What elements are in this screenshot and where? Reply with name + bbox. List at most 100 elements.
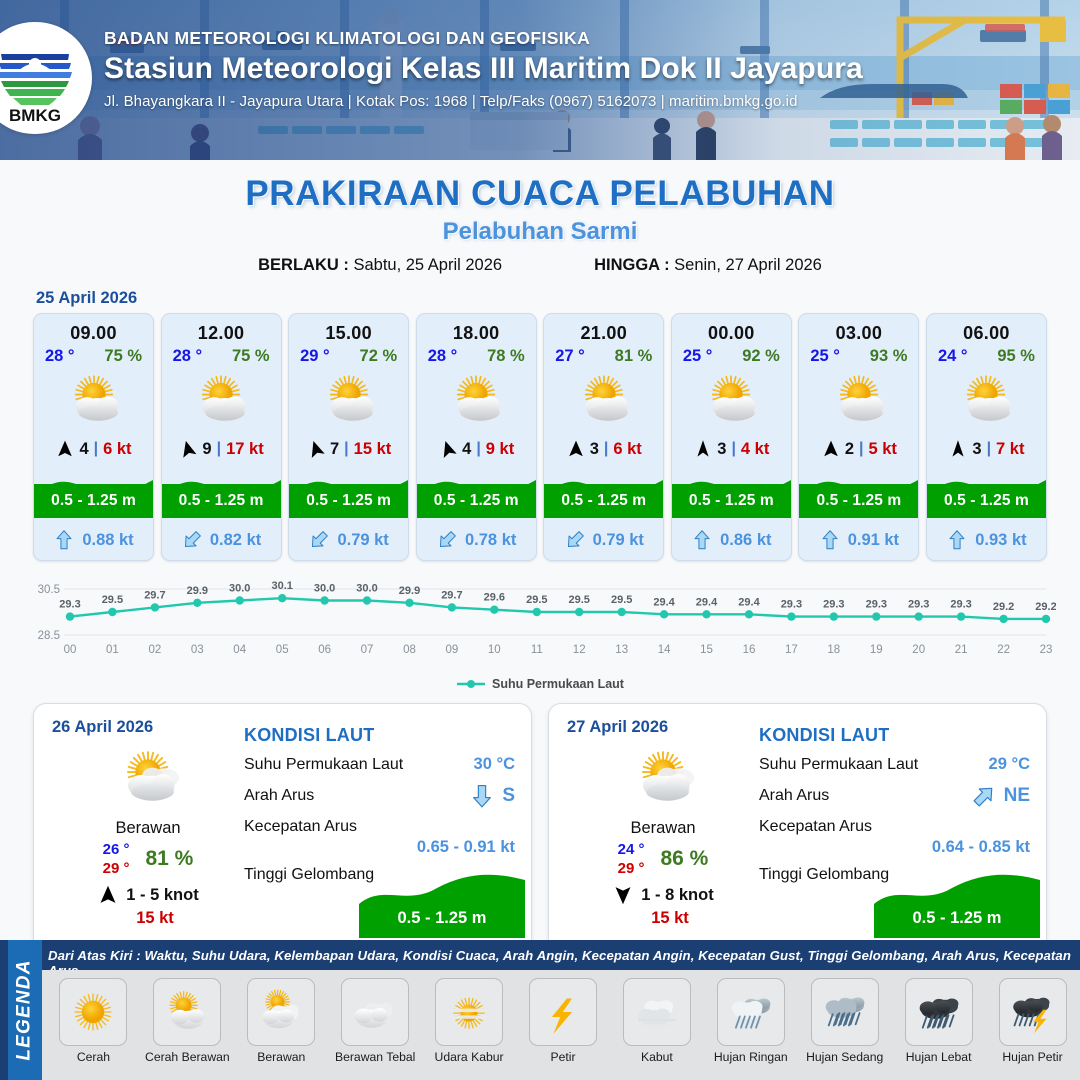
legend-item: Cerah [48, 978, 139, 1064]
wave-shape-icon [874, 874, 1040, 938]
panel-temp-min: 24 ° [617, 841, 645, 858]
current-direction-arrow-icon [819, 529, 841, 551]
svg-text:29.6: 29.6 [484, 592, 505, 604]
forecast-card: 09.00 28 ° 75 % 4 | 6 kt 0.5 - [33, 313, 154, 561]
wind-direction-arrow-icon [612, 884, 634, 906]
card-temp-hum: 28 ° 75 % [34, 344, 153, 366]
svg-text:29.3: 29.3 [823, 599, 844, 611]
panel-wave-graphic: 0.5 - 1.25 m [874, 866, 1040, 938]
svg-text:21: 21 [955, 644, 968, 656]
current-direction-row: Arah Arus NE [759, 783, 1030, 809]
panel-humidity: 81 % [145, 847, 194, 870]
current-direction-arrow-icon [181, 529, 203, 551]
wave-shape-icon [359, 874, 525, 938]
svg-text:29.3: 29.3 [59, 599, 80, 611]
udara-kabur-icon [435, 978, 504, 1046]
station-name: Stasiun Meteorologi Kelas III Maritim Do… [104, 52, 863, 85]
sst-label: Suhu Permukaan Laut [759, 755, 919, 773]
petir-icon [528, 978, 597, 1046]
legend-item-label: Udara Kabur [434, 1050, 504, 1064]
wave-height-band: 0.5 - 1.25 m [161, 484, 281, 518]
current-speed-value: 0.91 kt [847, 530, 900, 549]
svg-text:12: 12 [573, 644, 586, 656]
sst-chart-svg: 30.5 28.5 29.3 00 29.5 01 29.7 02 29.9 03 30.0 04 30… [38, 580, 1056, 656]
card-time: 21.00 [580, 323, 628, 343]
chart-legend: Suhu Permukaan Laut [0, 677, 1080, 691]
wind-separator: | [344, 440, 349, 457]
wind-separator: | [216, 440, 222, 457]
bmkg-logo: BMKG [0, 22, 92, 134]
sea-condition-title: KONDISI LAUT [759, 725, 890, 745]
panel-temp-max: 29 ° [617, 860, 645, 877]
panel-temp-col: 26 ° 29 ° [103, 841, 130, 877]
current-direction-label: Arah Arus [244, 787, 315, 804]
wind-gust-value: 5 kt [868, 439, 897, 458]
card-wave-section: 0.5 - 1.25 m 0.82 kt [161, 466, 281, 560]
legend-footer: LEGENDA Dari Atas Kiri : Waktu, Suhu Uda… [0, 940, 1080, 1080]
sst-label: Suhu Permukaan Laut [244, 755, 404, 773]
cerah-berawan-icon [544, 368, 663, 432]
card-humidity: 92 % [742, 347, 780, 365]
svg-text:29.5: 29.5 [526, 594, 547, 606]
card-wave-section: 0.5 - 1.25 m 0.91 kt [799, 466, 919, 560]
panel-temp-max: 29 ° [102, 860, 130, 877]
wave-height-band: 0.5 - 1.25 m [671, 484, 791, 518]
svg-text:11: 11 [531, 644, 543, 656]
current-direction-label: Arah Arus [759, 787, 830, 804]
card-wave-section: 0.5 - 1.25 m 0.79 kt [289, 466, 409, 560]
current-direction-arrow-icon [564, 529, 586, 551]
card-humidity: 72 % [359, 347, 398, 365]
wind-separator: | [986, 440, 992, 457]
current-direction-value-wrap: NE [971, 783, 1030, 809]
current-direction-arrow-icon [971, 783, 997, 809]
panel-temp-col: 24 ° 29 ° [618, 841, 645, 877]
legenda-side-bar: LEGENDA [8, 940, 42, 1080]
legend-item-label: Petir [550, 1050, 576, 1064]
panel-temp-min: 26 ° [102, 841, 130, 858]
svg-text:06: 06 [318, 644, 331, 656]
legend-item: Udara Kabur [424, 978, 515, 1064]
legenda-title: LEGENDA [14, 959, 36, 1061]
card-temp-hum: 25 ° 93 % [799, 344, 918, 366]
current-direction-value-wrap: S [469, 783, 515, 809]
wind-direction-value: 4 [462, 439, 472, 458]
current-direction-value: NE [1003, 785, 1030, 806]
card-wind: 3 | 7 kt [927, 432, 1046, 466]
legend-item-label: Cerah Berawan [145, 1050, 230, 1064]
legend-item: Kabut [611, 978, 702, 1064]
svg-text:30.5: 30.5 [38, 584, 60, 596]
card-temp-hum: 25 ° 92 % [672, 344, 791, 366]
legend-item-label: Kabut [640, 1050, 673, 1064]
legend-item-list: Cerah Cerah Berawan Berawan [42, 970, 1080, 1080]
card-current: 0.79 kt [544, 520, 663, 560]
current-direction-arrow-icon [691, 529, 713, 551]
agency-name: BADAN METEOROLOGI KLIMATOLOGI DAN GEOFIS… [104, 28, 591, 48]
wave-height-row: Tinggi Gelombang [244, 866, 515, 884]
legend-item: Petir [518, 978, 609, 1064]
cerah-berawan-icon [289, 368, 408, 432]
wind-direction-value: 2 [844, 439, 854, 458]
forecast-date-label: 25 April 2026 [36, 289, 138, 307]
card-humidity: 95 % [997, 347, 1035, 365]
current-speed-value: 0.93 kt [975, 530, 1027, 549]
svg-text:29.3: 29.3 [950, 599, 971, 611]
current-direction-arrow-icon [469, 783, 495, 809]
kabut-icon [622, 978, 691, 1046]
wave-height-band: 0.5 - 1.25 m [34, 484, 153, 518]
svg-text:05: 05 [276, 644, 289, 656]
valid-from-value: Sabtu, 25 April 2026 [353, 256, 503, 274]
card-temperature: 28 ° [427, 347, 458, 365]
berawan-tebal-icon [341, 978, 410, 1046]
current-direction-row: Arah Arus S [244, 783, 515, 809]
legend-item-label: Hujan Sedang [806, 1050, 884, 1064]
svg-text:23: 23 [1040, 644, 1053, 656]
sst-value: 30 °C [473, 755, 515, 773]
berawan-icon [247, 978, 316, 1046]
svg-text:09: 09 [446, 644, 459, 656]
svg-text:22: 22 [997, 644, 1010, 656]
card-temp-hum: 24 ° 95 % [927, 344, 1046, 366]
legend-line-marker [457, 680, 485, 688]
cerah-berawan-icon [799, 368, 918, 432]
wind-gust-value: 6 kt [103, 439, 132, 458]
card-time: 03.00 [835, 323, 883, 343]
